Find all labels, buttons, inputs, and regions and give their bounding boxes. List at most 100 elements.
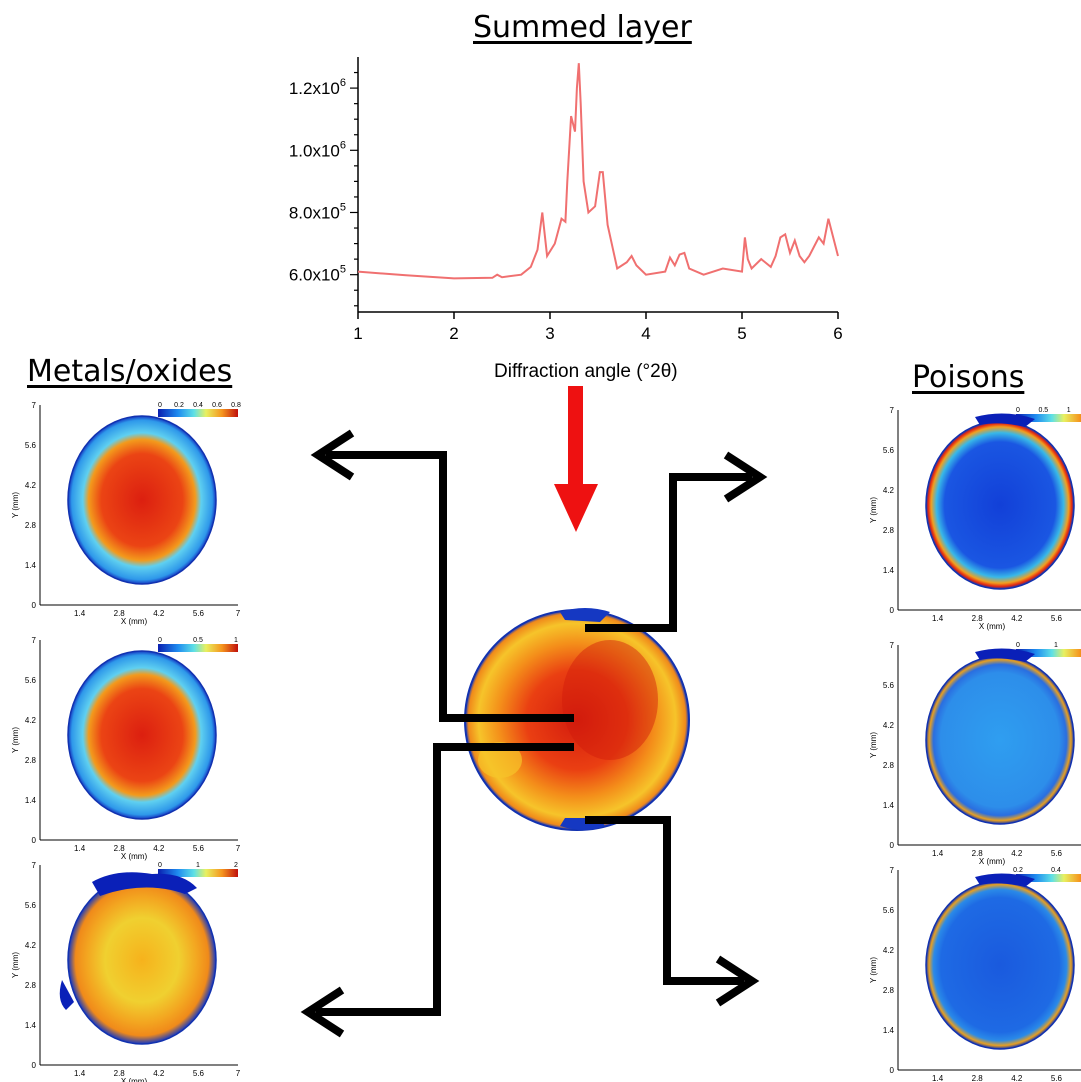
map-y-tick-label: 1.4 — [883, 566, 895, 575]
map-x-title: X (mm) — [121, 852, 148, 861]
arrow-to-poisons-top — [585, 473, 752, 632]
chart-series-line — [357, 63, 839, 280]
map-disc — [925, 420, 1075, 590]
map-x-title: X (mm) — [979, 622, 1006, 631]
chart-x-tick-label: 6 — [833, 324, 842, 343]
map-x-tick-label: 2.8 — [114, 844, 126, 853]
chart-x-tick-label: 3 — [545, 324, 554, 343]
map-y-tick-label: 4.2 — [883, 486, 895, 495]
central-top-fringe — [560, 608, 610, 622]
map-y-tick-label: 5.6 — [25, 901, 37, 910]
map-colorbar-tick-label: 1 — [196, 862, 200, 869]
map-colorbar-tick-label: 0 — [158, 637, 162, 644]
map-colorbar — [1016, 649, 1081, 657]
map-y-tick-label: 2.8 — [25, 756, 37, 765]
map-y-title: Y (mm) — [11, 492, 20, 518]
map-colorbar — [158, 409, 238, 417]
map-colorbar-tick-label: 0.6 — [212, 402, 222, 409]
map-y-tick-label: 7 — [32, 861, 37, 870]
summed-layer-title: Summed layer — [473, 10, 692, 45]
metals-oxides-maps: 0 1.4 2.8 4.2 5.6 7 1.4 2.8 4.2 5.6 7 X (mm) Y (mm) 0… — [11, 401, 241, 1082]
map-x-tick-label: 2.8 — [972, 1074, 984, 1082]
map-y-tick-label: 2.8 — [883, 526, 895, 535]
chart-x-tick-label: 2 — [449, 324, 458, 343]
chart-x-axis-label: Diffraction angle (°2θ) — [494, 361, 678, 382]
map-disc — [67, 415, 217, 585]
map-colorbar-tick-label: 0 — [1016, 407, 1020, 414]
map-y-tick-label: 4.2 — [883, 721, 895, 730]
diffraction-chart: 1 2 3 4 5 6 6.0x105 8.0x105 1.0x106 1.2x106 — [289, 57, 843, 343]
map-x-tick-label: 7 — [236, 609, 241, 618]
map-disc — [925, 655, 1075, 825]
map-colorbar — [158, 869, 238, 877]
map-disc — [67, 650, 217, 820]
map-y-tick-label: 1.4 — [883, 1026, 895, 1035]
map-panel-left-1: 0 1.4 2.8 4.2 5.6 7 1.4 2.8 4.2 5.6 7 X (mm) Y (mm) 0… — [11, 401, 241, 626]
map-x-tick-label: 5.6 — [193, 844, 205, 853]
map-y-title: Y (mm) — [11, 727, 20, 753]
map-colorbar-tick-label: 0.8 — [231, 402, 241, 409]
map-y-tick-label: 7 — [890, 641, 895, 650]
central-hotspot — [562, 640, 658, 760]
map-colorbar — [158, 644, 238, 652]
red-arrow-head — [554, 484, 598, 532]
map-colorbar-tick-label: 0 — [158, 862, 162, 869]
chart-y-tick-label: 8.0x105 — [289, 201, 346, 222]
chart-x-tick-label: 4 — [641, 324, 650, 343]
map-y-tick-label: 5.6 — [883, 681, 895, 690]
map-x-tick-label: 2.8 — [114, 1069, 126, 1078]
map-y-tick-label: 2.8 — [883, 986, 895, 995]
arrow-to-poisons-bottom — [585, 816, 744, 985]
map-y-tick-label: 1.4 — [883, 801, 895, 810]
map-colorbar-tick-label: 0 — [1016, 642, 1020, 649]
map-x-tick-label: 2.8 — [114, 609, 126, 618]
map-colorbar-tick-label: 1 — [234, 637, 238, 644]
map-y-tick-label: 7 — [890, 406, 895, 415]
map-fringe — [975, 873, 1035, 887]
arrow-to-metals-bottom — [316, 743, 574, 1016]
map-y-tick-label: 7 — [32, 636, 37, 645]
map-y-tick-label: 2.8 — [25, 981, 37, 990]
map-y-title: Y (mm) — [11, 952, 20, 978]
chart-x-tick-label: 1 — [353, 324, 362, 343]
map-x-tick-label: 4.2 — [153, 1069, 165, 1078]
red-arrow — [554, 386, 598, 532]
map-y-title: Y (mm) — [869, 732, 878, 758]
map-y-tick-label: 0 — [32, 601, 37, 610]
map-panel-right-2: 01.42.84.25.671.42.84.25.67X (mm)Y (mm)0… — [869, 641, 1081, 866]
map-colorbar-tick-label: 0.5 — [193, 637, 203, 644]
chart-y-tick-label: 6.0x105 — [289, 264, 346, 285]
map-y-tick-label: 4.2 — [25, 941, 37, 950]
map-panel-right-3: 01.42.84.25.671.42.84.25.67X (mm)Y (mm)0… — [869, 866, 1081, 1082]
map-x-tick-label: 1.4 — [932, 849, 944, 858]
map-colorbar-tick-label: 0.2 — [1013, 867, 1023, 874]
map-panel-right-1: 01.42.84.25.671.42.84.25.67X (mm)Y (mm)0… — [869, 406, 1081, 631]
map-x-tick-label: 7 — [236, 844, 241, 853]
map-colorbar-tick-label: 1 — [1054, 642, 1058, 649]
map-disc — [67, 875, 217, 1045]
map-x-tick-label: 2.8 — [972, 849, 984, 858]
map-y-tick-label: 0 — [890, 1066, 895, 1075]
map-fringe — [59, 980, 74, 1010]
map-x-tick-label: 1.4 — [74, 844, 86, 853]
metals-oxides-title: Metals/oxides — [27, 354, 233, 389]
map-x-tick-label: 4.2 — [1011, 614, 1023, 623]
map-x-tick-label: 4.2 — [153, 609, 165, 618]
arrow-to-metals-top — [326, 451, 574, 722]
map-panel-left-2: 0 1.4 2.8 4.2 5.6 7 1.4 2.8 4.2 5.6 7 X (mm) Y (mm) 0… — [11, 636, 241, 861]
map-x-title: X (mm) — [979, 857, 1006, 866]
map-colorbar-tick-label: 0.5 — [1038, 407, 1048, 414]
map-y-tick-label: 7 — [890, 866, 895, 875]
map-x-tick-label: 7 — [236, 1069, 241, 1078]
arrow-head-poisons-bottom — [715, 955, 760, 1007]
map-y-tick-label: 1.4 — [25, 1021, 37, 1030]
poisons-title: Poisons — [912, 360, 1025, 395]
map-x-tick-label: 5.6 — [1051, 1074, 1063, 1082]
map-x-tick-label: 1.4 — [932, 1074, 944, 1082]
map-y-tick-label: 2.8 — [883, 761, 895, 770]
map-x-tick-label: 5.6 — [1051, 614, 1063, 623]
map-y-tick-label: 5.6 — [883, 906, 895, 915]
map-x-tick-label: 1.4 — [74, 1069, 86, 1078]
map-y-title: Y (mm) — [869, 957, 878, 983]
chart-x-tick-label: 5 — [737, 324, 746, 343]
